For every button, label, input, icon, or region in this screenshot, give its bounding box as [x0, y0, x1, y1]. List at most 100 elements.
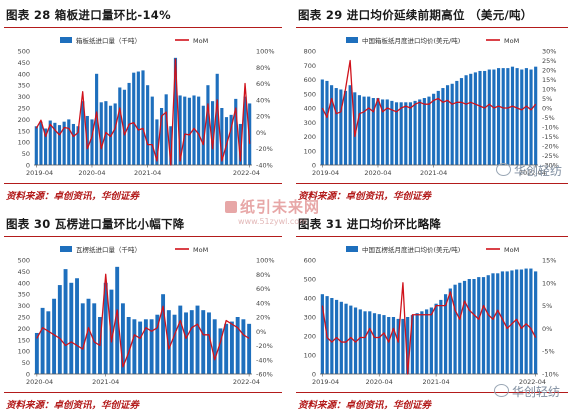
bar — [63, 269, 68, 374]
y-tick-label-left: 450 — [18, 59, 30, 67]
bar — [353, 307, 358, 374]
y-tick-label-right: -20% — [256, 342, 273, 350]
bar — [136, 71, 140, 165]
y-tick-label-left: 100 — [18, 139, 30, 147]
y-tick-label-left: 500 — [304, 276, 316, 284]
x-tick-label: 2020-04 — [78, 169, 105, 177]
bar — [69, 282, 74, 374]
title-divider — [296, 236, 568, 237]
source-divider — [296, 392, 568, 393]
wechat-icon — [495, 163, 511, 176]
y-tick-label-left: 400 — [18, 70, 30, 78]
y-tick-label-right: 0% — [542, 325, 552, 333]
bar — [408, 102, 413, 165]
bar — [529, 69, 533, 165]
y-tick-label-right: 0% — [256, 328, 266, 336]
bar — [126, 317, 131, 374]
y-tick-label-right: -30% — [542, 162, 559, 170]
bar — [218, 328, 223, 374]
bar — [441, 88, 445, 165]
title-divider — [296, 27, 568, 28]
bar — [385, 99, 389, 165]
y-tick-label-left: 700 — [304, 62, 316, 70]
y-tick-label-left: 300 — [18, 302, 30, 310]
bar — [363, 311, 367, 374]
watermark-main: 纸引未来网 — [240, 198, 321, 216]
x-tick-label: 2020-04 — [364, 169, 391, 177]
chart-plot: 中国箱板纸月度进口均价(美元/吨) MoM 0 100 200 300 400 500 600 7… — [304, 36, 559, 177]
y-tick-label-left: 200 — [18, 325, 30, 333]
bar — [53, 122, 57, 165]
chart-title: 图表 31 进口均价环比略降 — [298, 217, 442, 231]
y-tick-label-left: 150 — [18, 336, 30, 344]
bar — [464, 75, 468, 165]
x-tick-label: 2021-04 — [92, 378, 119, 386]
bar — [469, 73, 473, 165]
bar — [320, 79, 324, 165]
y-tick-label-left: 800 — [304, 48, 316, 56]
source-divider — [4, 183, 282, 184]
bar — [189, 310, 194, 374]
bar — [413, 100, 417, 166]
y-tick-label-right: 100% — [256, 257, 275, 265]
bar — [212, 319, 217, 374]
bar — [169, 126, 173, 165]
legend-label-bars: 箱板纸进口量（千吨） — [76, 36, 141, 45]
bar — [491, 273, 495, 374]
bar — [453, 284, 457, 374]
bar — [436, 90, 440, 165]
bar — [143, 319, 148, 374]
source-divider — [4, 392, 282, 393]
y-tick-label-right: -15% — [542, 133, 559, 141]
y-tick-label-right: 80% — [256, 271, 270, 279]
y-tick-label-left: 300 — [18, 93, 30, 101]
bar — [192, 95, 196, 165]
x-tick-label: 2019-04 — [312, 378, 339, 386]
y-tick-label-right: 40% — [256, 299, 270, 307]
bar — [510, 270, 514, 374]
bar — [505, 271, 509, 374]
y-tick-label-left: 500 — [304, 90, 316, 98]
bar — [515, 269, 519, 374]
bar — [183, 96, 187, 165]
bar — [52, 298, 57, 374]
y-tick-label-left: 50 — [22, 359, 30, 367]
y-tick-label-left: 300 — [304, 119, 316, 127]
bar — [486, 275, 490, 374]
mom-line — [321, 59, 537, 138]
bar — [90, 119, 94, 165]
y-tick-label-left: 600 — [304, 257, 316, 265]
bar — [241, 319, 246, 374]
bar — [206, 85, 210, 165]
bar — [120, 303, 125, 374]
bar — [76, 126, 80, 165]
bar — [427, 96, 431, 165]
y-tick-label-left: 400 — [18, 279, 30, 287]
bar — [132, 319, 137, 374]
legend-label-line: MoM — [504, 37, 519, 45]
y-tick-label-right: 10% — [542, 86, 556, 94]
bar — [487, 69, 491, 165]
y-tick-label-right: 40% — [256, 96, 270, 104]
legend-label-line: MoM — [504, 246, 519, 254]
bar — [184, 312, 188, 374]
bar — [455, 80, 459, 165]
bar — [325, 80, 329, 165]
y-tick-label-right: -25% — [542, 152, 559, 160]
legend-swatch-bars — [346, 246, 358, 252]
y-tick-label-right: -40% — [256, 356, 273, 364]
bar — [71, 123, 75, 165]
bar — [432, 93, 436, 165]
bar — [481, 277, 486, 374]
bar — [415, 313, 419, 374]
bar — [229, 114, 233, 165]
bar — [387, 317, 391, 374]
bar — [229, 321, 234, 374]
bar — [344, 303, 348, 374]
x-tick-label: 2019-04 — [26, 169, 53, 177]
chart-plot: 瓦楞纸进口量（千吨） MoM 0 50 100 150 200 250 300 350 400 450… — [18, 245, 275, 386]
x-tick-label: 2022-04 — [519, 169, 546, 177]
bar — [141, 70, 145, 165]
x-tick-label: 2021-04 — [134, 169, 161, 177]
bar — [207, 312, 211, 374]
